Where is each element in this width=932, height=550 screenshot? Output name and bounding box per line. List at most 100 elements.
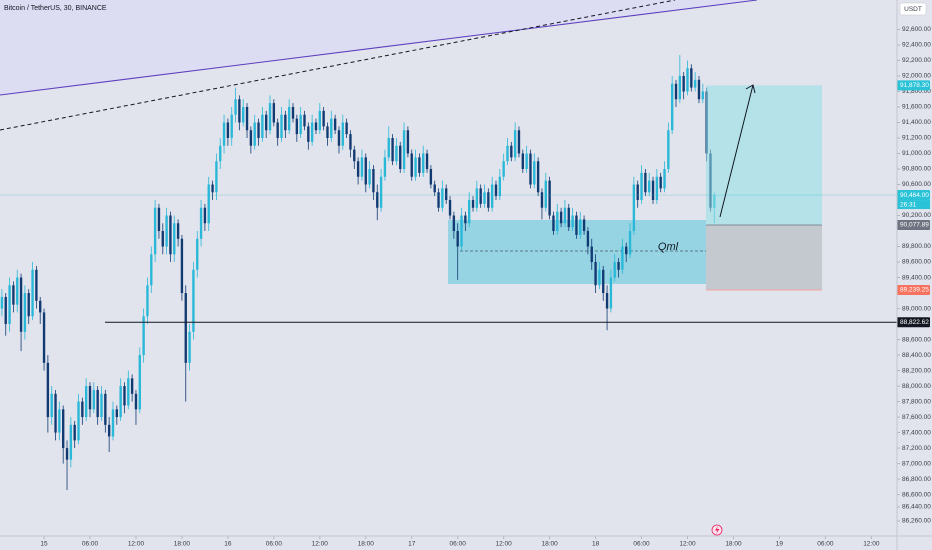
candle-body	[161, 231, 164, 247]
axes: 92,600.00 92,400.00 92,200.00 92,000.00 91,8…	[40, 26, 931, 548]
candle-body	[602, 269, 605, 294]
price-tag-label: 91,878.30	[900, 82, 929, 89]
y-tick-label: 91,200.00	[902, 135, 931, 142]
candle-body	[35, 269, 38, 301]
candle-body	[628, 231, 632, 255]
candle-body	[176, 223, 180, 239]
x-tick-label: 18:00	[541, 541, 558, 548]
y-tick-label: 87,800.00	[902, 398, 931, 405]
candle-body	[268, 103, 272, 131]
y-tick-label: 86,800.00	[902, 476, 931, 483]
candle-body	[582, 219, 586, 232]
candle-body	[636, 184, 639, 201]
currency-box[interactable]	[899, 2, 927, 16]
x-tick-label: 06:00	[817, 541, 834, 548]
profit-area	[706, 85, 822, 225]
y-tick-label: 86,260.00	[902, 518, 931, 525]
x-tick-label: 12:00	[863, 541, 880, 548]
candle-body	[4, 296, 7, 325]
candle-body	[234, 99, 237, 115]
y-tick-label: 91,400.00	[902, 119, 931, 126]
candle-body	[253, 122, 256, 146]
y-tick-label: 92,600.00	[902, 26, 931, 33]
candle-body	[356, 161, 360, 177]
candle-body	[272, 103, 276, 123]
candle-body	[529, 153, 532, 185]
x-tick-label: 18	[592, 541, 600, 548]
candle-body	[475, 188, 479, 208]
candle-body	[510, 145, 513, 158]
y-tick-label: 89,600.00	[902, 259, 931, 266]
candle-body	[107, 424, 111, 437]
candle-body	[372, 169, 375, 193]
candle-body	[686, 68, 689, 92]
candle-body	[245, 106, 249, 131]
trend-line	[0, 0, 758, 96]
x-tick-label: 12:00	[679, 541, 696, 548]
candle-body	[517, 130, 521, 154]
y-tick-label: 90,600.00	[902, 181, 931, 188]
candle-body	[62, 409, 65, 449]
candle-body	[115, 409, 119, 418]
candle-body	[521, 153, 524, 170]
x-tick-label: 18:00	[725, 541, 742, 548]
candle-body	[58, 409, 61, 433]
y-tick-label: 90,200.00	[902, 212, 931, 219]
candle-body	[96, 389, 99, 418]
trend-line-dashed	[0, 0, 676, 131]
candle-body	[130, 378, 134, 394]
candle-body	[621, 246, 624, 270]
candle-body	[138, 355, 141, 410]
candle-body	[533, 161, 536, 185]
candle-body	[173, 223, 176, 255]
candle-body	[655, 176, 659, 201]
price-tag	[897, 284, 930, 295]
candle-body	[544, 180, 547, 208]
candle-body	[368, 169, 371, 185]
candle-body	[207, 184, 210, 224]
candle-body	[559, 211, 563, 224]
candle-body	[379, 176, 383, 208]
candle-body	[77, 401, 80, 441]
candle-body	[188, 331, 191, 363]
x-tick-label: 18:00	[174, 541, 191, 548]
candle-body	[27, 293, 30, 317]
candle-body	[513, 130, 517, 158]
candle-body	[322, 110, 325, 127]
y-tick-label: 86,600.00	[902, 491, 931, 498]
candle-body	[203, 207, 207, 224]
candle-body	[280, 114, 283, 138]
candle-body	[487, 192, 490, 208]
candle-body	[261, 114, 264, 138]
candle-body	[571, 215, 574, 228]
candle-body	[0, 296, 4, 309]
y-tick-label: 91,000.00	[902, 150, 931, 157]
candle-body	[399, 145, 402, 170]
candle-body	[242, 106, 245, 123]
candle-body	[670, 83, 674, 131]
candle-body	[448, 200, 452, 216]
candle-body	[678, 75, 682, 100]
candle-body	[410, 153, 413, 177]
candle-body	[613, 262, 616, 278]
candle-body	[54, 393, 57, 433]
candle-body	[625, 246, 628, 255]
candle-body	[441, 188, 444, 208]
candle-body	[295, 118, 299, 135]
candle-body	[230, 114, 233, 138]
candle-body	[667, 130, 670, 170]
y-tick-label: 91,600.00	[902, 104, 931, 111]
y-tick-label: 88,600.00	[902, 336, 931, 343]
candle-body	[422, 153, 425, 173]
y-tick-label: 91,800.00	[902, 88, 931, 95]
candle-body	[693, 79, 697, 88]
y-tick-label: 88,400.00	[902, 352, 931, 359]
candle-body	[659, 176, 662, 189]
candle-body	[467, 200, 471, 224]
candle-body	[632, 184, 636, 232]
y-tick-label: 87,200.00	[902, 445, 931, 452]
candle-body	[479, 188, 482, 204]
candle-body	[50, 393, 53, 418]
x-tick-label: 16	[224, 541, 232, 548]
x-tick-label: 12:00	[496, 541, 513, 548]
